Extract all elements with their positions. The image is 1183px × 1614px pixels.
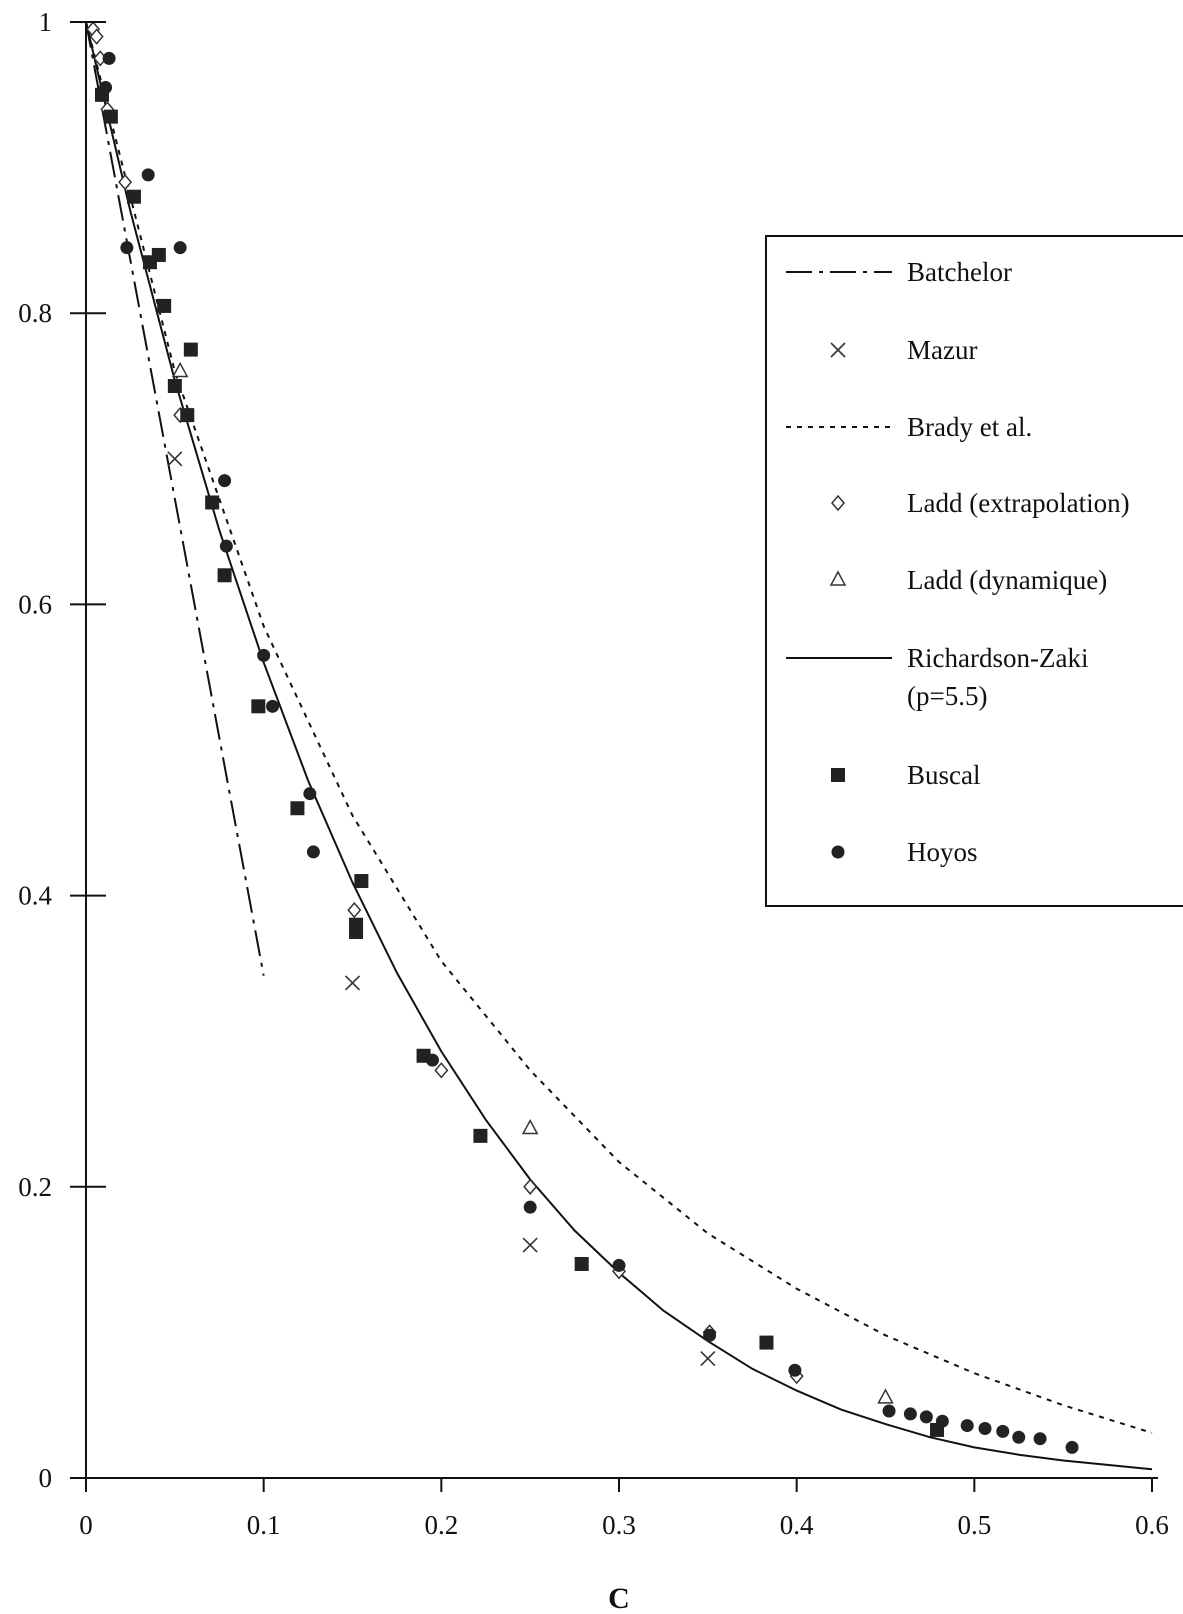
y-tick-label: 0 <box>39 1463 53 1493</box>
data-point-buscal <box>574 1256 589 1271</box>
data-point-ladd-extrapolation <box>89 28 104 45</box>
data-point-hoyos <box>919 1410 933 1424</box>
data-point-hoyos <box>935 1414 949 1428</box>
data-point-buscal <box>180 408 195 423</box>
data-point-ladd-extrapolation <box>347 902 362 919</box>
y-tick-label: 0.2 <box>18 1172 52 1202</box>
data-point-hoyos <box>306 845 320 859</box>
x-tick-label: 0.1 <box>247 1510 281 1540</box>
x-tick-label: 0.4 <box>780 1510 814 1540</box>
data-point-ladd-extrapolation <box>523 1178 538 1195</box>
data-point-hoyos <box>1065 1440 1079 1454</box>
legend-label-mazur: Mazur <box>907 335 977 365</box>
y-tick-label: 0.8 <box>18 298 52 328</box>
legend-swatch-hoyos <box>831 845 845 859</box>
data-point-hoyos <box>903 1407 917 1421</box>
x-tick-label: 0 <box>79 1510 93 1540</box>
legend-swatch-mazur <box>830 342 846 358</box>
data-point-ladd-extrapolation <box>118 174 133 191</box>
data-point-hoyos <box>141 168 155 182</box>
x-tick-label: 0.2 <box>424 1510 458 1540</box>
x-tick-label: 0.6 <box>1135 1510 1169 1540</box>
data-point-hoyos <box>612 1258 626 1272</box>
data-point-hoyos <box>523 1200 537 1214</box>
data-point-hoyos <box>703 1328 717 1342</box>
data-point-buscal <box>167 379 182 393</box>
data-point-buscal <box>157 298 172 313</box>
series-line-batchelor <box>85 21 265 976</box>
data-point-buscal <box>126 189 141 204</box>
data-point-hoyos <box>102 51 116 65</box>
data-point-hoyos <box>349 918 363 932</box>
y-tick-label: 1 <box>39 7 53 37</box>
series-line-brady-et-al <box>85 21 1153 1434</box>
data-point-buscal <box>205 495 220 510</box>
data-point-hoyos <box>99 81 113 95</box>
data-point-buscal <box>151 247 166 262</box>
data-point-hoyos <box>266 699 280 713</box>
data-point-hoyos <box>218 474 232 488</box>
data-point-mazur <box>344 975 361 991</box>
x-axis-label: C <box>608 1582 630 1614</box>
x-tick-label: 0.3 <box>602 1510 636 1540</box>
ticks: 0 0.1 0.2 0.3 0.4 0.5 0.6 0 0.2 0.4 0.6 0.8 1 <box>18 7 1169 1540</box>
data-point-buscal <box>473 1128 488 1143</box>
data-point-buscal <box>354 874 369 889</box>
legend-swatch-ladd-dynamique <box>829 570 847 586</box>
legend-label-batchelor: Batchelor <box>907 257 1012 287</box>
data-point-hoyos <box>219 539 233 553</box>
plot-markers <box>86 21 1079 1454</box>
data-point-hoyos <box>303 787 317 801</box>
legend-swatch-buscal <box>831 768 845 782</box>
data-point-hoyos <box>1012 1430 1026 1444</box>
data-point-hoyos <box>882 1404 896 1418</box>
data-point-ladd-extrapolation <box>434 1062 449 1079</box>
legend-label-hoyos: Hoyos <box>907 837 978 867</box>
data-point-hoyos <box>173 241 187 255</box>
data-point-mazur <box>522 1237 538 1253</box>
data-point-hoyos <box>960 1419 974 1433</box>
data-point-hoyos <box>978 1421 992 1435</box>
data-point-buscal <box>217 568 232 583</box>
data-point-mazur <box>167 451 183 467</box>
legend-label-ladd-extrapolation: Ladd (extrapolation) <box>907 488 1130 518</box>
legend-label-brady-et-al: Brady et al. <box>907 412 1032 442</box>
data-point-mazur <box>700 1351 716 1367</box>
data-point-hoyos <box>788 1363 802 1377</box>
legend: Batchelor Mazur Brady et al. Ladd (extrapol… <box>765 235 1183 907</box>
data-point-buscal <box>251 699 266 714</box>
data-point-hoyos <box>996 1424 1010 1438</box>
legend-label-buscal: Buscal <box>907 760 981 790</box>
data-point-ladd-dynamique <box>877 1388 894 1404</box>
data-point-hoyos <box>1033 1432 1047 1446</box>
data-point-buscal <box>103 109 118 124</box>
data-point-ladd-dynamique <box>171 361 189 378</box>
data-point-hoyos <box>120 241 134 255</box>
data-point-ladd-dynamique <box>521 1118 539 1135</box>
data-point-buscal <box>759 1335 774 1350</box>
x-tick-label: 0.5 <box>957 1510 991 1540</box>
y-tick-label: 0.4 <box>18 881 52 911</box>
data-point-hoyos <box>425 1053 439 1067</box>
axes <box>70 22 1158 1492</box>
y-tick-label: 0.6 <box>18 589 52 619</box>
data-point-buscal <box>183 342 198 357</box>
legend-label-ladd-dynamique: Ladd (dynamique) <box>907 565 1107 595</box>
legend-label-richardson-zaki-p-5-5: Richardson-Zaki (p=5.5) <box>907 643 1088 711</box>
legend-swatch-ladd-extrapolation <box>831 494 845 512</box>
data-point-hoyos <box>257 648 271 662</box>
data-point-buscal <box>290 801 305 816</box>
